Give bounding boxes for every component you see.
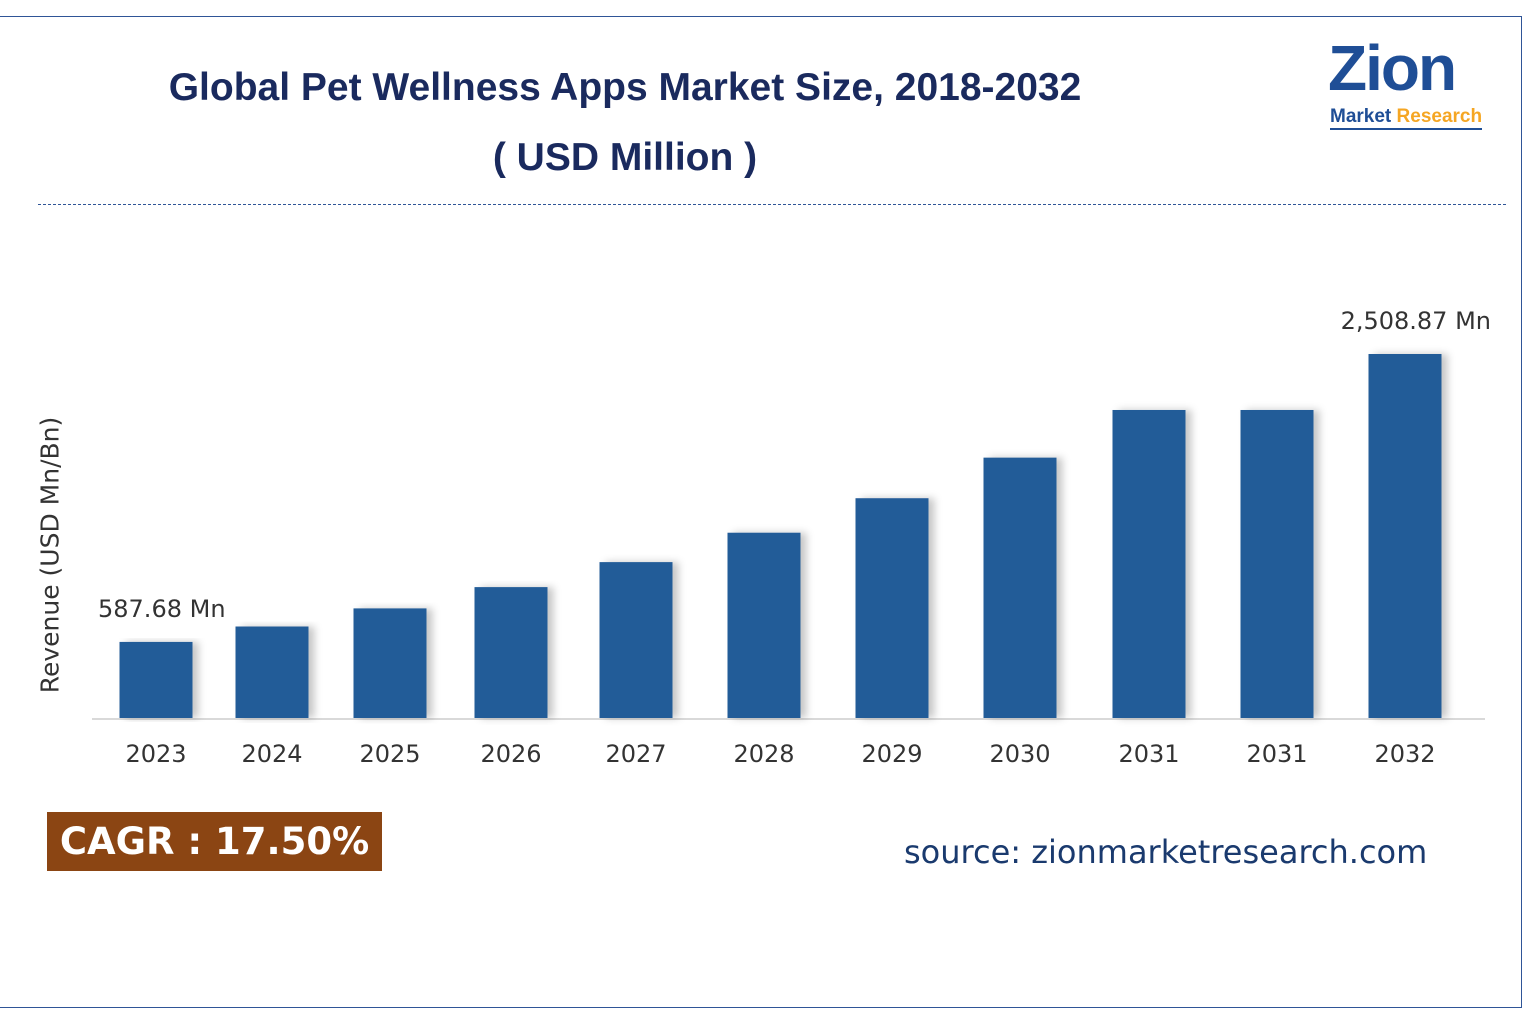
x-tick-label: 2032 (1374, 740, 1435, 768)
logo-research: Research (1396, 106, 1483, 127)
divider (38, 204, 1506, 205)
bar-2023 (119, 641, 193, 718)
x-tick-label: 2031 (1246, 740, 1307, 768)
bar-2032 (1368, 354, 1442, 718)
data-label: 2,508.87 Mn (1341, 307, 1491, 335)
source-text: source: zionmarketresearch.com (904, 833, 1428, 871)
bar-2027 (599, 562, 673, 718)
x-tick-label: 2029 (861, 740, 922, 768)
x-tick-label: 2030 (989, 740, 1050, 768)
bar-2031 (1112, 409, 1186, 718)
chart-subtitle: ( USD Million ) (492, 136, 758, 179)
x-tick-label: 2031 (1118, 740, 1179, 768)
chart-frame (0, 16, 1522, 1008)
x-tick-label: 2023 (125, 740, 186, 768)
bar-2030 (983, 457, 1057, 718)
logo-market: Market (1330, 106, 1392, 127)
data-label: 587.68 Mn (98, 595, 226, 623)
bar-2031 (1240, 409, 1314, 718)
bar-2025 (353, 608, 427, 718)
logo-brand: Zion (1328, 32, 1457, 104)
x-tick-label: 2024 (241, 740, 302, 768)
x-tick-label: 2027 (605, 740, 666, 768)
logo-subtitle: Market Research (1330, 106, 1483, 130)
bar-2026 (474, 587, 548, 718)
zion-logo: Zion Market Research (1328, 36, 1506, 132)
bar-2029 (855, 498, 929, 718)
x-tick-label: 2025 (359, 740, 420, 768)
bar-2028 (727, 532, 801, 718)
bar-2024 (235, 626, 309, 718)
x-tick-label: 2028 (733, 740, 794, 768)
x-tick-label: 2026 (480, 740, 541, 768)
chart-title: Global Pet Wellness Apps Market Size, 20… (168, 66, 1082, 109)
cagr-badge: CAGR : 17.50% (47, 812, 382, 871)
